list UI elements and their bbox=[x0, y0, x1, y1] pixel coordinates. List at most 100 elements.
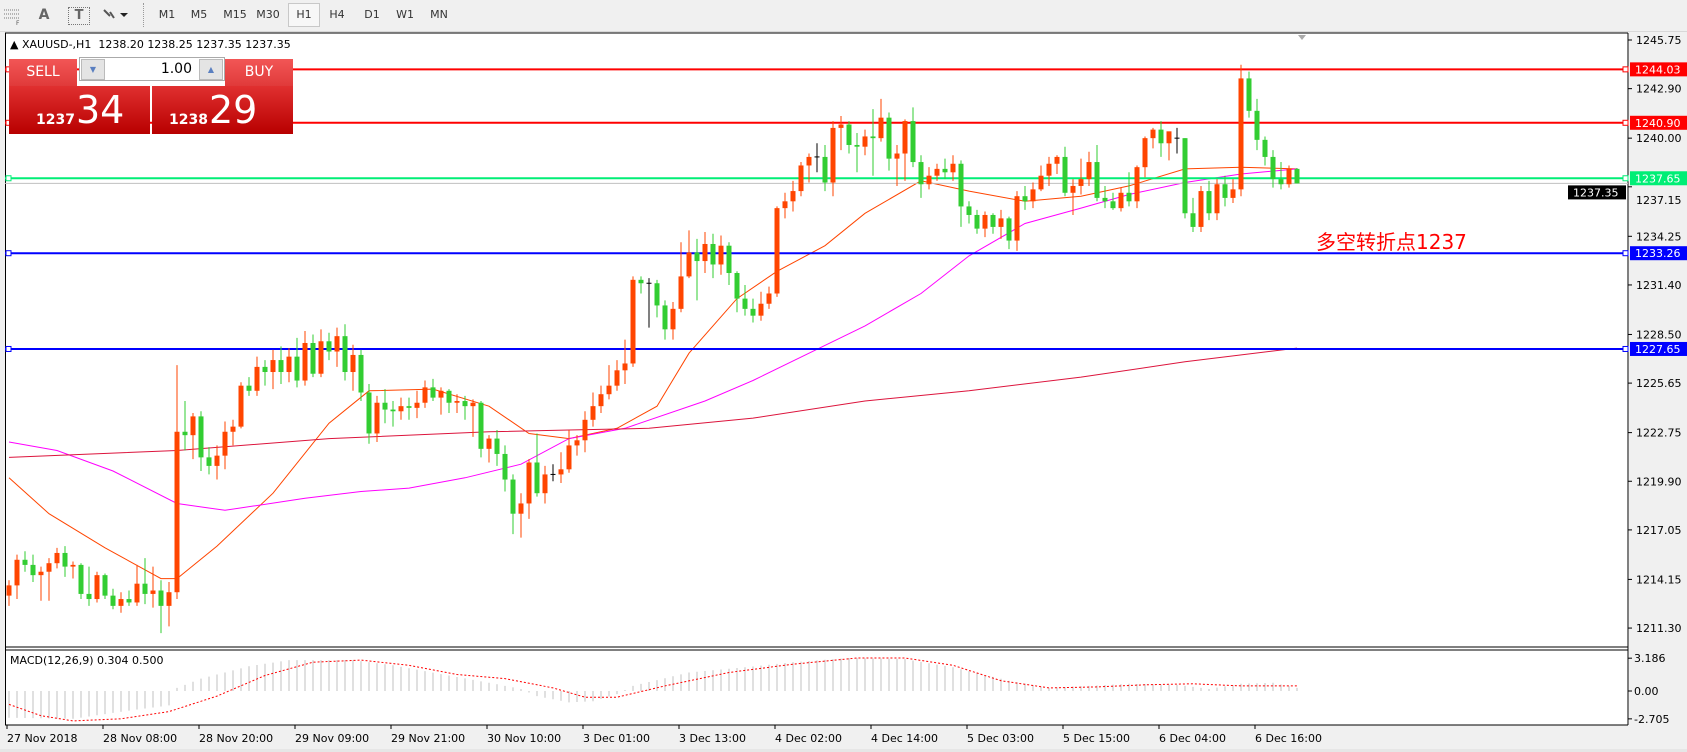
candle bbox=[462, 395, 468, 420]
chart-header: ▲ XAUUSD-,H1 1238.20 1238.25 1237.35 123… bbox=[10, 38, 291, 51]
candle-body bbox=[110, 595, 116, 606]
candle bbox=[1126, 172, 1132, 207]
sell-button[interactable]: SELL bbox=[9, 59, 77, 86]
text-A-icon[interactable]: A bbox=[38, 7, 50, 23]
candle-body bbox=[14, 559, 20, 586]
timeframe-m30[interactable]: M30 bbox=[256, 8, 280, 21]
candle-body bbox=[1278, 179, 1284, 185]
candle-body bbox=[966, 206, 972, 215]
candle bbox=[414, 390, 420, 419]
candle bbox=[838, 115, 844, 151]
candle bbox=[1110, 192, 1116, 210]
moving-averages bbox=[8, 166, 1298, 580]
candle bbox=[798, 162, 804, 197]
volume-down-button[interactable]: ▼ bbox=[81, 59, 105, 80]
candle-body bbox=[942, 168, 948, 173]
candle-body bbox=[998, 218, 1004, 227]
candle-body bbox=[1078, 179, 1084, 186]
candle bbox=[622, 339, 628, 384]
candle bbox=[382, 389, 388, 424]
candle-body bbox=[326, 341, 332, 352]
volume-up-button[interactable]: ▲ bbox=[199, 59, 223, 80]
arrows-tool-icon[interactable] bbox=[98, 4, 130, 26]
candle-body bbox=[398, 406, 404, 412]
sell-price-button[interactable]: 1237 34 bbox=[9, 86, 150, 134]
candle-body bbox=[926, 175, 932, 185]
chart-annotation-text[interactable]: 多空转折点1237 bbox=[1316, 230, 1467, 254]
candle bbox=[150, 566, 156, 608]
price-tick-label: 1222.75 bbox=[1636, 427, 1682, 440]
candle-body bbox=[1070, 185, 1076, 193]
candle-body bbox=[494, 438, 500, 454]
timeframe-m15[interactable]: M15 bbox=[223, 8, 247, 21]
candle-body bbox=[446, 390, 452, 403]
candle bbox=[998, 209, 1004, 239]
candle-body bbox=[438, 390, 444, 398]
ohlc-readout: 1238.20 1238.25 1237.35 1237.35 bbox=[98, 38, 291, 51]
candle bbox=[334, 327, 340, 367]
candle bbox=[350, 344, 356, 391]
candle bbox=[1230, 179, 1236, 204]
horizontal-line-price-label: 1227.65 bbox=[1635, 343, 1681, 356]
one-click-trading-panel: SELL ▼ 1.00 ▲ BUY 1237 34 1238 29 bbox=[9, 57, 293, 136]
candle bbox=[1270, 150, 1276, 188]
volume-value[interactable]: 1.00 bbox=[160, 61, 192, 77]
timeframe-h4[interactable]: H4 bbox=[329, 8, 345, 21]
horizontal-line-price-label-bg bbox=[1630, 62, 1687, 77]
candle bbox=[1014, 191, 1020, 251]
timeframe-mn[interactable]: MN bbox=[430, 8, 448, 21]
candle bbox=[630, 276, 636, 367]
candle bbox=[142, 558, 148, 605]
candle bbox=[358, 349, 364, 402]
price-tick-label: 1237.15 bbox=[1636, 194, 1682, 207]
text-label-icon[interactable]: T bbox=[68, 7, 90, 25]
candle bbox=[310, 334, 316, 378]
candle bbox=[606, 365, 612, 400]
candle bbox=[1070, 179, 1076, 215]
candle bbox=[1150, 127, 1156, 149]
timeframe-m1[interactable]: M1 bbox=[158, 8, 176, 21]
candle-body bbox=[302, 342, 308, 381]
candle-body bbox=[566, 445, 572, 470]
candle-body bbox=[334, 336, 340, 352]
candle bbox=[558, 452, 564, 483]
buy-button[interactable]: BUY bbox=[225, 59, 293, 86]
candle-body bbox=[750, 308, 756, 316]
candle bbox=[214, 445, 220, 480]
collapse-triangle-icon[interactable]: ▲ bbox=[10, 38, 22, 51]
candle-body bbox=[78, 564, 84, 594]
candle-body bbox=[894, 153, 900, 159]
timeframe-w1[interactable]: W1 bbox=[396, 8, 414, 21]
candle-body bbox=[294, 356, 300, 381]
candle bbox=[718, 235, 724, 275]
timeframe-h1[interactable]: H1 bbox=[288, 3, 320, 27]
time-tick-label: 27 Nov 2018 bbox=[7, 732, 77, 745]
price-tick-label: 1225.65 bbox=[1636, 377, 1682, 390]
timeframe-m5[interactable]: M5 bbox=[190, 8, 208, 21]
candle bbox=[1046, 156, 1052, 186]
candle-body bbox=[214, 455, 220, 466]
candle-body bbox=[126, 599, 132, 603]
candle-body bbox=[598, 394, 604, 407]
candle-body bbox=[286, 356, 292, 373]
candle bbox=[910, 107, 916, 168]
candle-body bbox=[318, 341, 324, 374]
grid-icon[interactable]: F bbox=[2, 4, 22, 27]
candle-body bbox=[822, 156, 828, 183]
buy-price-button[interactable]: 1238 29 bbox=[152, 86, 293, 134]
line-handle-left bbox=[5, 345, 12, 352]
candle bbox=[102, 573, 108, 600]
candle bbox=[30, 554, 36, 582]
candle bbox=[478, 401, 484, 458]
macd-tick-label: 3.186 bbox=[1634, 652, 1666, 665]
candle bbox=[326, 332, 332, 361]
candle bbox=[342, 324, 348, 381]
candle-body bbox=[734, 273, 740, 299]
candle bbox=[118, 592, 124, 613]
sell-price-main: 1237 bbox=[36, 112, 75, 128]
volume-field[interactable]: ▼ 1.00 ▲ bbox=[79, 57, 225, 81]
timeframe-d1[interactable]: D1 bbox=[364, 8, 380, 21]
candle-body bbox=[1014, 196, 1020, 241]
candle-body bbox=[662, 305, 668, 330]
candle-body bbox=[558, 469, 564, 475]
